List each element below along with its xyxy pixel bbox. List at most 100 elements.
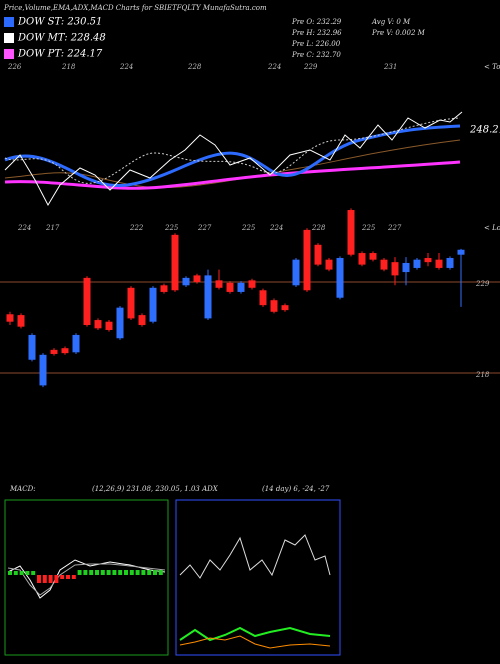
top-label: 218 xyxy=(61,63,76,71)
candle-body xyxy=(226,282,234,292)
volume-item: Avg V: 0 M xyxy=(371,18,411,26)
candle-body xyxy=(116,307,124,339)
candle-body xyxy=(182,277,190,286)
top-label: 224 xyxy=(119,63,133,71)
candle-body xyxy=(94,320,102,329)
candle-body xyxy=(72,334,80,353)
candle-body xyxy=(160,285,168,292)
candle-body xyxy=(380,259,388,270)
top-label: 229 xyxy=(303,63,318,71)
candle-body xyxy=(127,287,135,319)
candle-body xyxy=(413,259,421,268)
candle-body xyxy=(61,348,69,354)
candle-body xyxy=(457,249,465,255)
candle-body xyxy=(248,280,256,288)
macd-hist xyxy=(48,575,53,583)
adx-params: (14 day) 6, -24, -27 xyxy=(262,485,330,493)
low-label: 224 xyxy=(17,224,31,232)
macd-hist xyxy=(106,570,111,575)
macd-params: (12,26,9) 231.08, 230.05, 1.03 ADX xyxy=(92,485,219,493)
candle-body xyxy=(83,277,91,326)
macd-hist xyxy=(153,570,157,575)
candle-body xyxy=(281,305,289,311)
macd-label: MACD: xyxy=(9,485,36,493)
candle-body xyxy=(28,334,36,360)
low-label: 227 xyxy=(197,224,212,232)
legend-item: DOW ST: 230.51 xyxy=(17,17,102,28)
candle-body xyxy=(446,258,454,268)
candle-body xyxy=(105,321,113,330)
low-label: 227 xyxy=(387,224,402,232)
top-label: 226 xyxy=(7,63,22,71)
low-label: 225 xyxy=(241,224,256,232)
macd-hist xyxy=(66,575,70,579)
top-label: 224 xyxy=(267,63,281,71)
candle-body xyxy=(369,253,377,260)
macd-hist xyxy=(19,571,24,575)
macd-lines xyxy=(7,534,331,649)
candle-body xyxy=(314,244,322,265)
candle-body xyxy=(171,234,179,291)
legend-item: DOW PT: 224.17 xyxy=(17,49,103,60)
quote-item: Pre H: 232.96 xyxy=(291,29,342,37)
price-label: 248.21 xyxy=(469,125,500,136)
candle-body xyxy=(204,275,212,319)
top-label: 231 xyxy=(383,63,397,71)
candle-body xyxy=(138,315,146,326)
macd-hist xyxy=(118,570,123,575)
macd-hist xyxy=(95,570,99,575)
low-label: 224 xyxy=(269,224,283,232)
macd-hist xyxy=(25,571,30,575)
macd-hist xyxy=(83,570,88,575)
candle-body xyxy=(50,349,58,354)
price-label: 218 xyxy=(475,371,490,379)
macd-hist xyxy=(100,570,105,575)
macd-hist xyxy=(54,575,59,583)
macd-hist xyxy=(112,570,117,575)
candle-body xyxy=(303,229,311,291)
candle-body xyxy=(435,259,443,268)
macd-hist xyxy=(71,575,76,579)
candle-body xyxy=(292,259,300,286)
volume-item: Pre V: 0.002 M xyxy=(371,29,426,37)
candle-body xyxy=(270,300,278,312)
quote-item: Pre C: 232.70 xyxy=(291,51,341,59)
quote-item: Pre O: 232.29 xyxy=(291,18,342,26)
candle-body xyxy=(259,290,267,306)
candle-body xyxy=(402,262,410,273)
macd-hist xyxy=(31,571,36,575)
low-label: 217 xyxy=(45,224,60,232)
macd-hist xyxy=(129,570,134,575)
macd-hist xyxy=(141,570,146,575)
candle-body xyxy=(358,253,366,265)
candle-body xyxy=(237,282,245,292)
candle-body xyxy=(347,210,355,255)
legend-swatch xyxy=(4,17,14,27)
candle-body xyxy=(6,314,14,322)
candle-body xyxy=(39,354,47,386)
lows-marker: < Lows xyxy=(484,224,500,232)
macd-hist xyxy=(135,570,140,575)
adx-panel xyxy=(175,499,341,656)
candle-body xyxy=(325,259,333,270)
candle-body xyxy=(193,275,201,282)
candle-body xyxy=(336,258,344,298)
low-label: 225 xyxy=(361,224,376,232)
tops-marker: < Tops xyxy=(484,63,500,71)
candle-body xyxy=(424,258,432,263)
ema-lines xyxy=(4,111,463,207)
macd-hist xyxy=(124,570,128,575)
macd-panel xyxy=(4,499,169,656)
macd-hist xyxy=(77,570,82,575)
macd-hist xyxy=(89,570,94,575)
header-title: Price,Volume,EMA,ADX,MACD Charts for SBI… xyxy=(3,4,267,12)
macd-hist xyxy=(147,570,152,575)
legend-swatch xyxy=(4,49,14,59)
low-label: 228 xyxy=(311,224,326,232)
candle-body xyxy=(149,287,157,322)
quote-item: Pre L: 226.00 xyxy=(291,40,341,48)
candle-body xyxy=(17,315,25,327)
legend-item: DOW MT: 228.48 xyxy=(17,33,106,44)
low-label: 222 xyxy=(129,224,144,232)
